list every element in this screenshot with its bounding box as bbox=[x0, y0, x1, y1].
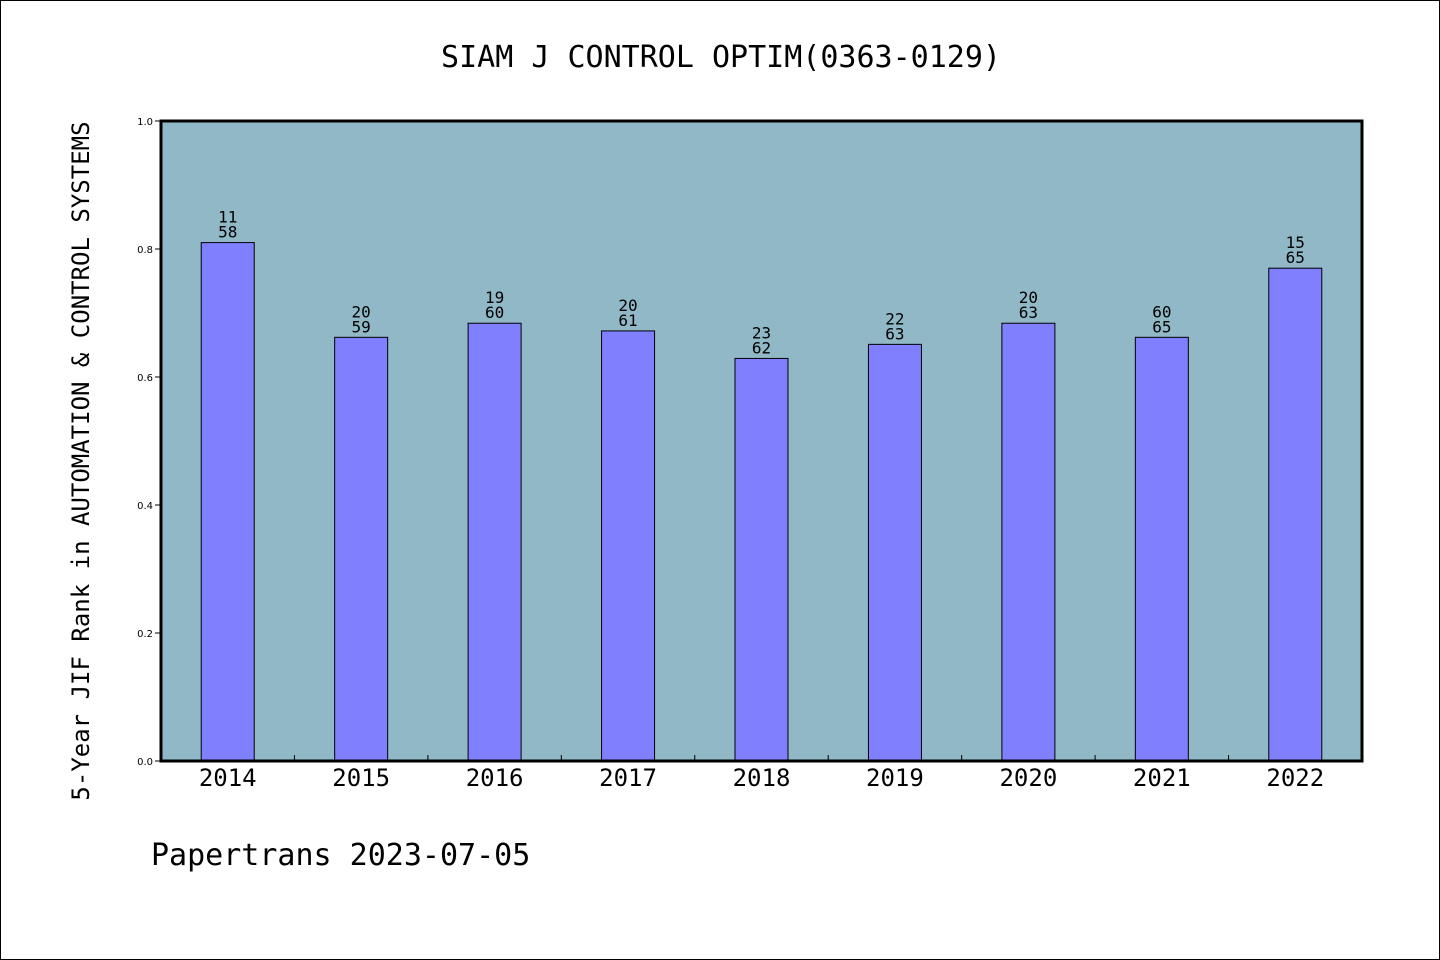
bar-rank-label: 22 bbox=[885, 309, 904, 328]
bar-2016 bbox=[467, 322, 522, 762]
plot-border bbox=[159, 119, 1364, 763]
bar-total-label: 60 bbox=[485, 303, 504, 322]
x-tick-label: 2021 bbox=[1133, 764, 1191, 792]
bar-2017 bbox=[601, 330, 656, 762]
bar-2022 bbox=[1268, 267, 1323, 762]
x-tick-label: 2015 bbox=[332, 764, 390, 792]
bar-2021 bbox=[1134, 336, 1189, 762]
bar-total-label: 65 bbox=[1286, 248, 1305, 267]
bar-total-label: 61 bbox=[618, 311, 637, 330]
bar-rank-label: 20 bbox=[618, 296, 637, 315]
footer-text: Papertrans 2023-07-05 bbox=[151, 838, 530, 873]
bar-total-label: 65 bbox=[1152, 317, 1171, 336]
bar-rank-label: 11 bbox=[218, 208, 237, 227]
y-tick-label: 0.8 bbox=[137, 245, 153, 256]
bar-2014 bbox=[200, 242, 255, 762]
chart-title: SIAM J CONTROL OPTIM(0363-0129) bbox=[441, 40, 1001, 75]
x-tick-label: 2017 bbox=[599, 764, 657, 792]
bar-2018 bbox=[734, 357, 789, 762]
x-axis-labels: 2014 2015 2016 2017 2018 2019 2020 2021 2022 bbox=[199, 764, 1324, 792]
bar-rank-label: 15 bbox=[1286, 233, 1305, 252]
bar-2020 bbox=[1001, 322, 1056, 762]
y-tick-label: 0.2 bbox=[137, 629, 153, 640]
y-tick-label: 0.4 bbox=[137, 501, 153, 512]
bar-total-label: 58 bbox=[218, 223, 237, 242]
y-axis-label: 5-Year JIF Rank in AUTOMATION & CONTROL … bbox=[67, 121, 95, 800]
x-tick-label: 2016 bbox=[466, 764, 524, 792]
bars bbox=[200, 242, 1323, 762]
y-tick-label: 0.0 bbox=[137, 757, 153, 768]
y-tick-label: 1.0 bbox=[137, 117, 153, 128]
bar-2019 bbox=[867, 343, 922, 762]
bar-2015 bbox=[334, 336, 389, 762]
x-tick-label: 2019 bbox=[866, 764, 924, 792]
bar-total-label: 63 bbox=[885, 324, 904, 343]
x-tick-label: 2020 bbox=[999, 764, 1057, 792]
bar-total-label: 62 bbox=[752, 338, 771, 357]
y-axis-ticks: 0.0 0.2 0.4 0.6 0.8 1.0 bbox=[137, 117, 161, 768]
x-tick-label: 2022 bbox=[1266, 764, 1324, 792]
bar-rank-label: 19 bbox=[485, 288, 504, 307]
x-tick-label: 2018 bbox=[733, 764, 791, 792]
bar-rank-label: 60 bbox=[1152, 302, 1171, 321]
bar-total-label: 59 bbox=[352, 317, 371, 336]
bar-rank-label: 20 bbox=[352, 302, 371, 321]
y-tick-label: 0.6 bbox=[137, 373, 153, 384]
bar-rank-label: 23 bbox=[752, 323, 771, 342]
bar-total-label: 63 bbox=[1019, 303, 1038, 322]
x-tick-label: 2014 bbox=[199, 764, 257, 792]
bar-rank-label: 20 bbox=[1019, 288, 1038, 307]
